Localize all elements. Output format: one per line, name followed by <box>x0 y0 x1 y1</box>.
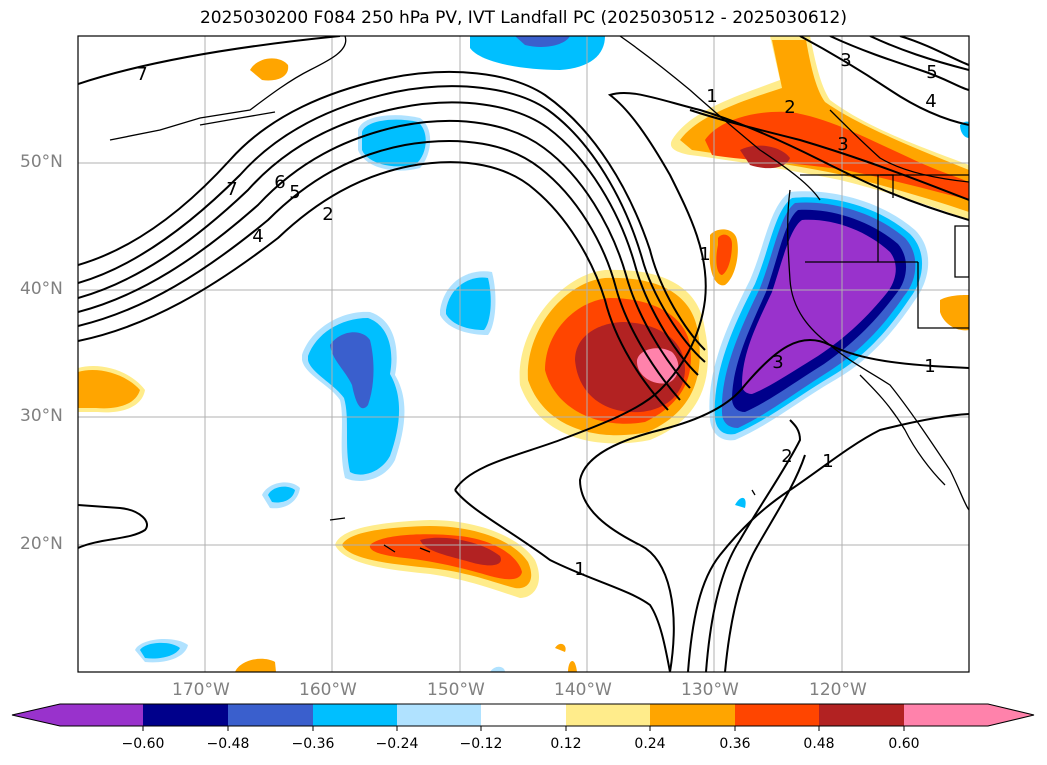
map-title: 2025030200 F084 250 hPa PV, IVT Landfall… <box>199 8 847 28</box>
colorbar-tick-label: −0.12 <box>459 736 503 752</box>
colorbar <box>11 703 1035 731</box>
lon-label: 150°W <box>427 680 485 700</box>
colorbar-segment <box>819 704 904 726</box>
lat-label: 30°N <box>20 406 63 426</box>
colorbar-tick-label: 0.36 <box>719 736 751 752</box>
contour-label: 3 <box>772 352 783 373</box>
colorbar-tick-label: −0.36 <box>291 736 335 752</box>
colorbar-tick-label: −0.60 <box>121 736 165 752</box>
lat-label: 50°N <box>20 152 63 172</box>
contour-label: 7 <box>136 64 147 85</box>
contour-label: 2 <box>322 204 333 225</box>
colorbar-extend-low <box>12 704 143 726</box>
contour-label-group: 7 7 6 5 4 2 1 1 2 3 3 4 5 1 2 1 1 3 <box>136 50 937 580</box>
contour-label: 5 <box>289 182 300 203</box>
colorbar-segment <box>735 704 819 726</box>
colorbar-ticks <box>142 726 905 731</box>
lon-label: 130°W <box>681 680 739 700</box>
colorbar-segment <box>143 704 228 726</box>
contour-label: 1 <box>574 559 585 580</box>
colorbar-outline <box>11 703 1035 727</box>
contour-label: 3 <box>840 50 851 71</box>
contour-label: 4 <box>925 91 936 112</box>
positive-anomaly-north <box>78 36 969 672</box>
colorbar-segment <box>481 704 566 726</box>
colorbar-tick-label: 0.48 <box>803 736 835 752</box>
map-frame <box>77 35 970 673</box>
contour-label: 2 <box>784 97 795 118</box>
colorbar-segment <box>566 704 650 726</box>
contour-label: 2 <box>781 446 792 467</box>
colorbar-tick-label: 0.60 <box>888 736 920 752</box>
contour-label: 6 <box>274 172 285 193</box>
positive-anomaly-hawaii <box>335 520 540 598</box>
lat-label: 40°N <box>20 279 63 299</box>
lon-label: 170°W <box>172 680 230 700</box>
contour-label: 1 <box>924 356 935 377</box>
lat-label: 20°N <box>20 534 63 554</box>
pv-contours <box>78 36 969 672</box>
contour-label: 3 <box>837 134 848 155</box>
colorbar-tick-label: 0.12 <box>550 736 582 752</box>
lon-label: 140°W <box>554 680 612 700</box>
lon-label: 120°W <box>809 680 867 700</box>
contour-label: 4 <box>252 226 263 247</box>
colorbar-tick-label: −0.24 <box>375 736 419 752</box>
lon-label: 160°W <box>299 680 357 700</box>
positive-anomaly-central <box>519 229 738 444</box>
negative-anomaly-pacific <box>135 36 969 672</box>
contour-label: 1 <box>699 244 710 265</box>
colorbar-tick-label: −0.48 <box>206 736 250 752</box>
colorbar-tick-label: 0.24 <box>634 736 666 752</box>
contour-label: 5 <box>926 62 937 83</box>
contour-label: 1 <box>706 86 717 107</box>
negative-anomaly-west-coast <box>709 191 929 441</box>
contour-label: 1 <box>822 451 833 472</box>
map-panel: 7 7 6 5 4 2 1 1 2 3 3 4 5 1 2 1 1 3 <box>78 36 969 672</box>
colorbar-extend-high <box>904 704 1034 726</box>
coastlines <box>109 36 969 553</box>
colorbar-segment <box>313 704 397 726</box>
colorbar-segment <box>397 704 481 726</box>
colorbar-segment <box>650 704 735 726</box>
contour-label: 7 <box>226 179 237 200</box>
colorbar-segment <box>228 704 313 726</box>
